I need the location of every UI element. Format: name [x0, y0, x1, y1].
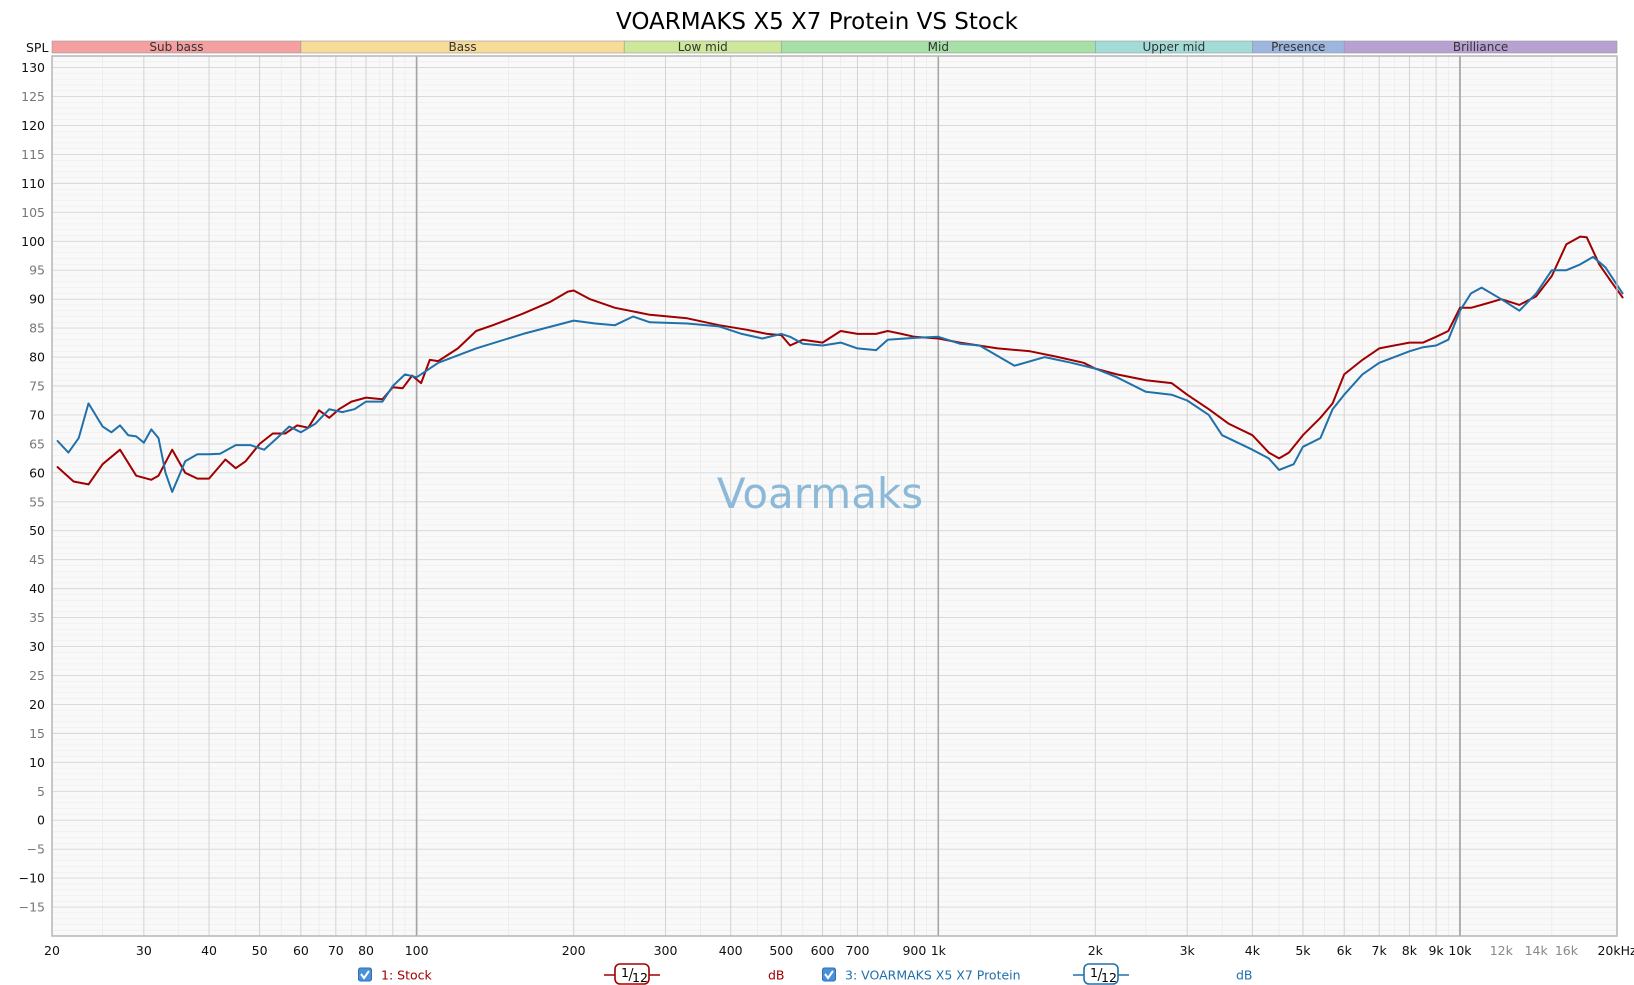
band-label: Mid: [928, 40, 949, 54]
x-axis: 20 30 40 50 60 70 80 100 200 300 400 500 600 700 900 1k…: [44, 943, 1634, 958]
legend-entry-0[interactable]: 1: Stock 1 12 dB: [358, 963, 785, 985]
x-tick-label: 20: [44, 943, 60, 958]
x-tick-label: 50: [252, 943, 268, 958]
x-tick-label: 9k: [1428, 943, 1444, 958]
x-tick-label: 12k: [1490, 943, 1514, 958]
y-tick-label: 90: [29, 292, 45, 307]
x-tick-label: 900: [902, 943, 926, 958]
series: [56, 235, 1624, 493]
x-tick-label: 6k: [1337, 943, 1353, 958]
series-line-0: [56, 235, 1624, 486]
band-label: Upper mid: [1142, 40, 1205, 54]
chart-title: VOARMAKS X5 X7 Protein VS Stock: [616, 9, 1019, 35]
y-tick-label: 105: [21, 205, 45, 220]
y-tick-label: −10: [19, 871, 45, 886]
x-tick-label: 400: [719, 943, 743, 958]
x-tick-label: 30: [136, 943, 152, 958]
y-tick-label: 40: [29, 581, 45, 596]
y-tick-label: 80: [29, 350, 45, 365]
y-tick-label: 70: [29, 407, 45, 422]
x-tick-label: 80: [358, 943, 374, 958]
y-tick-label: 130: [21, 60, 45, 75]
y-tick-label: 95: [29, 263, 45, 278]
y-tick-label: 115: [21, 147, 45, 162]
y-axis: 1301251201151101051009590858075706560555…: [19, 60, 45, 914]
fraction-slash: [1097, 967, 1103, 982]
smoothing-badge[interactable]: [614, 963, 650, 985]
x-tick-label: 7k: [1372, 943, 1388, 958]
frequency-bands: Sub bass Bass Low mid Mid Upper mid Presence B…: [51, 40, 1618, 54]
y-tick-label: 50: [29, 523, 45, 538]
y-tick-label: 25: [29, 668, 45, 683]
x-tick-label: 300: [654, 943, 678, 958]
smoothing-numerator: 1: [621, 965, 629, 980]
x-tick-label: 8k: [1402, 943, 1418, 958]
y-axis-label: SPL: [26, 40, 48, 55]
legend-label: 3: VOARMAKS X5 X7 Protein: [845, 968, 1021, 983]
smoothing-denominator: 12: [1101, 970, 1117, 985]
grid: [51, 55, 1618, 937]
x-tick-label: 40: [201, 943, 217, 958]
x-tick-label: 14k: [1525, 943, 1549, 958]
y-tick-label: 35: [29, 610, 45, 625]
band-label: Brilliance: [1453, 40, 1508, 54]
x-tick-label: 4k: [1245, 943, 1261, 958]
y-tick-label: 65: [29, 436, 45, 451]
legend: 1: Stock 1 12 dB 3: VOARMAKS X5 X7 Protein 1 1…: [358, 963, 1253, 985]
y-tick-label: 120: [21, 118, 45, 133]
band-label: Low mid: [678, 40, 728, 54]
series-line-1: [56, 255, 1624, 493]
y-tick-label: 30: [29, 639, 45, 654]
y-tick-label: 20: [29, 697, 45, 712]
watermark: Voarmaks: [717, 469, 923, 518]
y-tick-label: 10: [29, 755, 45, 770]
x-tick-label: 20kHz: [1597, 943, 1634, 958]
band-brilliance: [1343, 40, 1618, 54]
y-tick-label: 85: [29, 321, 45, 336]
y-tick-label: 55: [29, 494, 45, 509]
x-tick-label: 70: [328, 943, 344, 958]
legend-unit: dB: [1236, 968, 1253, 983]
y-tick-label: 100: [21, 234, 45, 249]
y-tick-label: 75: [29, 379, 45, 394]
legend-label: 1: Stock: [381, 968, 432, 983]
checkmark-icon: [824, 970, 834, 980]
y-tick-label: 15: [29, 726, 45, 741]
x-tick-label: 500: [769, 943, 793, 958]
band-label: Sub bass: [149, 40, 203, 54]
x-tick-label: 3k: [1180, 943, 1196, 958]
smoothing-numerator: 1: [1090, 965, 1098, 980]
x-tick-label: 200: [562, 943, 586, 958]
y-tick-label: 60: [29, 465, 45, 480]
smoothing-badge[interactable]: [1083, 963, 1119, 985]
y-tick-label: 125: [21, 89, 45, 104]
band-label: Presence: [1271, 40, 1325, 54]
x-tick-label: 1k: [931, 943, 947, 958]
band-label: Bass: [449, 40, 477, 54]
smoothing-denominator: 12: [632, 970, 648, 985]
x-tick-label: 10k: [1448, 943, 1472, 958]
y-tick-label: −15: [19, 900, 45, 915]
x-tick-label: 100: [405, 943, 429, 958]
y-tick-label: −5: [27, 842, 45, 857]
checkmark-icon: [360, 970, 370, 980]
y-tick-label: 5: [37, 784, 45, 799]
y-tick-label: 45: [29, 552, 45, 567]
x-tick-label: 2k: [1088, 943, 1104, 958]
fraction-slash: [628, 967, 634, 982]
y-tick-label: 0: [37, 813, 45, 828]
x-tick-label: 700: [846, 943, 870, 958]
legend-unit: dB: [768, 968, 785, 983]
y-tick-label: 110: [21, 176, 45, 191]
legend-entry-1[interactable]: 3: VOARMAKS X5 X7 Protein 1 12 dB: [822, 963, 1253, 985]
x-tick-label: 60: [293, 943, 309, 958]
x-tick-label: 5k: [1295, 943, 1311, 958]
x-tick-label: 600: [811, 943, 835, 958]
x-tick-label: 16k: [1555, 943, 1579, 958]
plot-frame: [51, 55, 1618, 937]
